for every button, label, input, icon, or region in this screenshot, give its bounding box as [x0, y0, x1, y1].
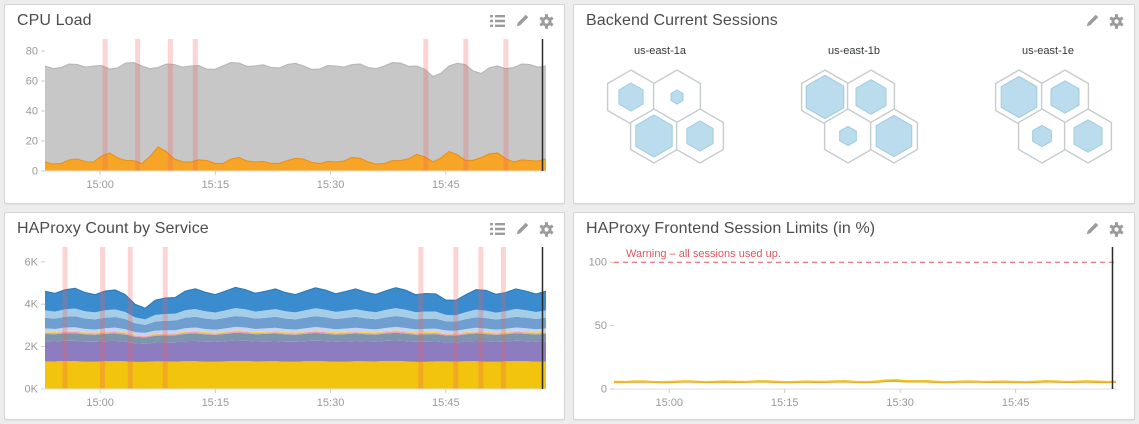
session-limits-chart[interactable]: Warning – all sessions used up. 0 50 100 15:…	[582, 239, 1126, 411]
svg-text:4K: 4K	[25, 299, 39, 311]
svg-text:15:30: 15:30	[317, 179, 345, 191]
panel-header: Backend Current Sessions	[574, 5, 1134, 31]
svg-text:20: 20	[26, 136, 38, 148]
host-hex-cluster[interactable]	[973, 62, 1123, 170]
gear-icon[interactable]	[539, 221, 554, 237]
gear-icon[interactable]	[539, 13, 554, 29]
panel-title: Backend Current Sessions	[586, 12, 778, 29]
svg-text:0: 0	[32, 166, 38, 178]
svg-text:15:15: 15:15	[202, 397, 230, 409]
panel-backend-sessions: Backend Current Sessions us-east-1a us-ea…	[573, 4, 1135, 204]
svg-text:80: 80	[26, 46, 38, 58]
list-icon[interactable]	[490, 223, 505, 235]
svg-text:40: 40	[26, 106, 38, 118]
backend-hexmap[interactable]: us-east-1a us-east-1b us-east-1e	[574, 31, 1134, 175]
availability-zone-label: us-east-1e	[1022, 45, 1074, 57]
cpu-load-chart[interactable]: 0 20 40 60 80 15:00 15:15 15:30 15:45	[13, 31, 556, 193]
panel-header: HAProxy Count by Service	[5, 213, 564, 239]
panel-title: CPU Load	[17, 12, 92, 29]
panel-title: HAProxy Count by Service	[17, 220, 209, 237]
availability-zone-label: us-east-1b	[828, 45, 880, 57]
availability-zone-label: us-east-1a	[634, 45, 686, 57]
pencil-icon[interactable]	[515, 14, 529, 28]
svg-text:15:45: 15:45	[432, 179, 460, 191]
backend-host-group[interactable]: us-east-1b	[779, 45, 929, 175]
panel-title: HAProxy Frontend Session Limits (in %)	[586, 220, 876, 237]
svg-text:15:30: 15:30	[317, 397, 345, 409]
gear-icon[interactable]	[1109, 13, 1124, 29]
panel-haproxy-count: HAProxy Count by Service 0K 2K 4K 6K 15:00 15…	[4, 212, 565, 420]
svg-text:0K: 0K	[25, 384, 39, 396]
list-icon[interactable]	[490, 15, 505, 27]
svg-text:15:45: 15:45	[1002, 397, 1030, 409]
pencil-icon[interactable]	[1085, 14, 1099, 28]
svg-text:15:15: 15:15	[771, 397, 799, 409]
svg-text:15:00: 15:00	[86, 179, 114, 191]
svg-text:15:00: 15:00	[86, 397, 114, 409]
host-hex-cluster[interactable]	[779, 62, 929, 170]
svg-text:60: 60	[26, 76, 38, 88]
svg-text:15:00: 15:00	[655, 397, 683, 409]
panel-toolbar	[1085, 13, 1124, 29]
pencil-icon[interactable]	[515, 222, 529, 236]
panel-toolbar	[1085, 221, 1124, 237]
svg-text:0: 0	[601, 384, 607, 396]
svg-text:50: 50	[595, 320, 607, 332]
haproxy-count-chart[interactable]: 0K 2K 4K 6K 15:00 15:15 15:30 15:45	[13, 239, 556, 411]
svg-text:15:30: 15:30	[886, 397, 914, 409]
panel-toolbar	[490, 13, 554, 29]
svg-text:100: 100	[589, 257, 607, 269]
svg-text:6K: 6K	[25, 256, 39, 268]
host-hex-cluster[interactable]	[585, 62, 735, 170]
svg-text:Warning – all sessions used up: Warning – all sessions used up.	[626, 248, 781, 260]
panel-header: HAProxy Frontend Session Limits (in %)	[574, 213, 1134, 239]
panel-session-limits: HAProxy Frontend Session Limits (in %) W…	[573, 212, 1135, 420]
svg-text:15:45: 15:45	[432, 397, 460, 409]
backend-host-group[interactable]: us-east-1e	[973, 45, 1123, 175]
backend-host-group[interactable]: us-east-1a	[585, 45, 735, 175]
gear-icon[interactable]	[1109, 221, 1124, 237]
svg-text:2K: 2K	[25, 341, 39, 353]
svg-text:15:15: 15:15	[202, 179, 230, 191]
panel-header: CPU Load	[5, 5, 564, 31]
pencil-icon[interactable]	[1085, 222, 1099, 236]
panel-toolbar	[490, 221, 554, 237]
panel-cpu-load: CPU Load 0 20 40 60 80 15:00 15:15 15:30 15:45	[4, 4, 565, 204]
